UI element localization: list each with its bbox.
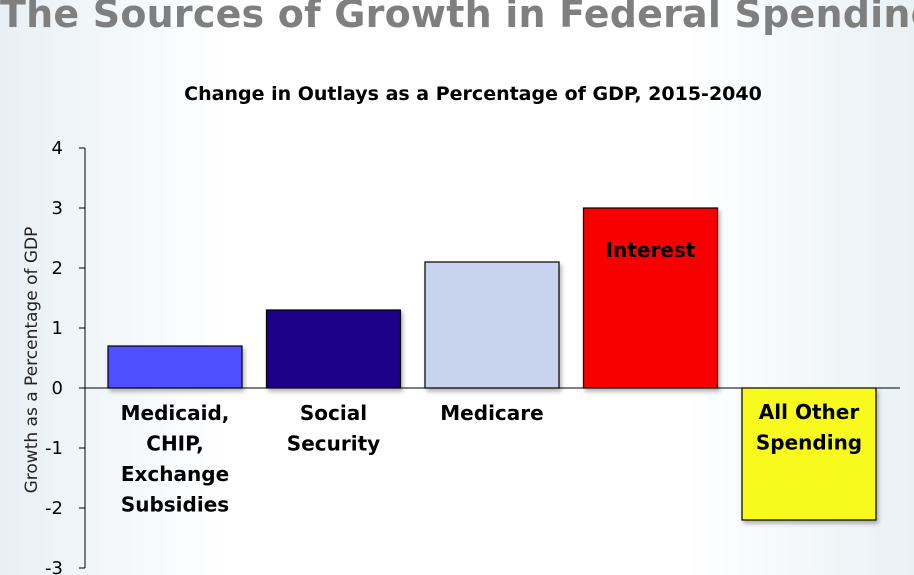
category-label: Interest (606, 238, 696, 262)
category-label: Medicaid, (121, 401, 230, 425)
bar (265, 309, 402, 389)
bar (582, 207, 719, 389)
bar (107, 345, 243, 389)
category-label: Social (300, 401, 367, 425)
category-label: Spending (756, 431, 862, 455)
y-tick-label: 4 (52, 138, 63, 159)
bar (424, 261, 560, 389)
slide-title: The Sources of Growth in Federal Spendin… (0, 0, 914, 36)
chart-title: Change in Outlays as a Percentage of GDP… (184, 83, 762, 105)
category-label: CHIP, (146, 432, 203, 456)
bar (741, 387, 877, 521)
category-label: Medicare (440, 401, 543, 425)
y-tick-label: 1 (52, 318, 63, 339)
category-label: All Other (759, 400, 860, 424)
y-tick-label: -2 (45, 498, 63, 519)
y-axis-label: Growth as a Percentage of GDP (22, 227, 42, 494)
category-label: Subsidies (121, 493, 229, 517)
y-tick-label: -1 (45, 438, 63, 459)
y-tick-label: 2 (52, 258, 63, 279)
category-label: Exchange (121, 462, 229, 486)
y-tick-label: -3 (45, 558, 63, 575)
category-label: Security (287, 432, 380, 456)
y-tick-label: 3 (52, 198, 63, 219)
y-tick-label: 0 (52, 378, 63, 399)
